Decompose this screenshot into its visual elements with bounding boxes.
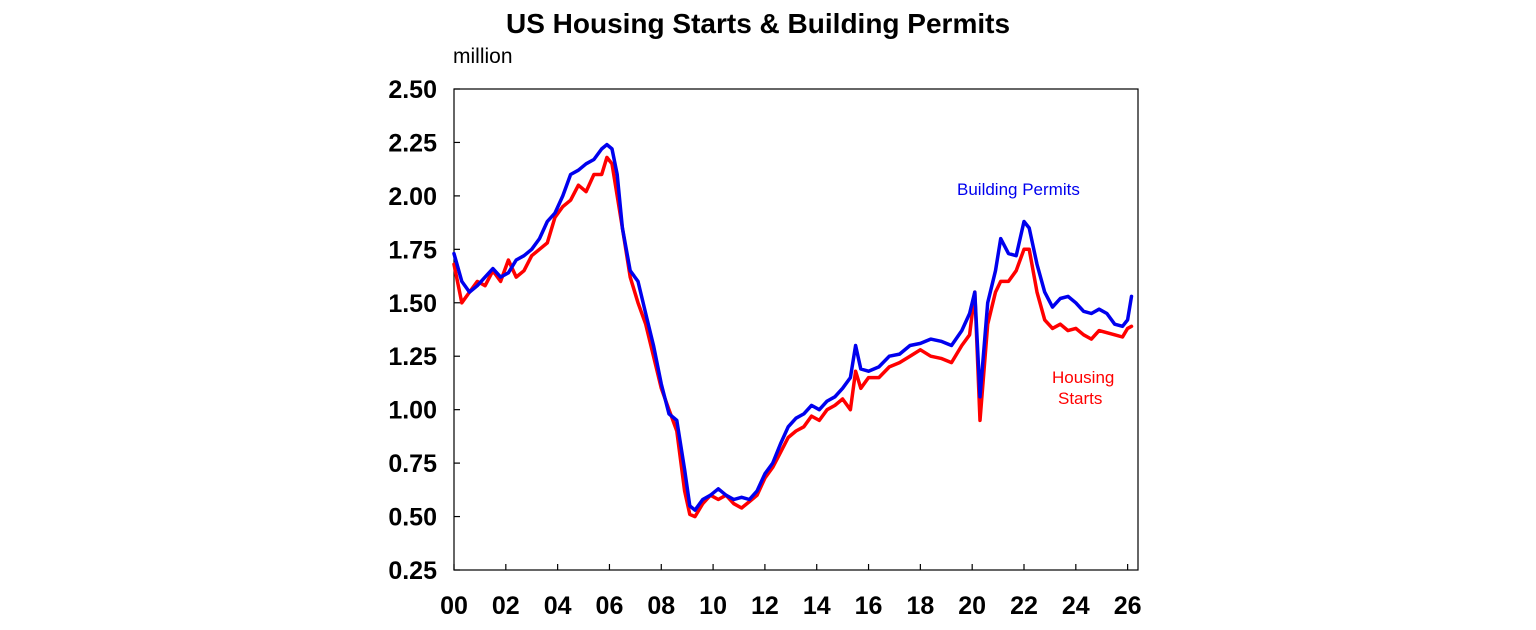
x-tick-label: 18: [906, 592, 934, 620]
y-axis-unit-label: million: [453, 45, 513, 68]
x-tick-label: 06: [596, 592, 624, 620]
annotation-building-permits: Building Permits: [957, 180, 1080, 199]
x-tick-label: 04: [544, 592, 572, 620]
x-tick-label: 22: [1010, 592, 1038, 620]
y-tick-label: 0.50: [388, 504, 437, 532]
y-tick-label: 0.75: [388, 450, 437, 478]
y-axis: 0.25 0.50 0.75 1.00 1.25 1.50 1.75 2.00 2.25 2.50: [388, 76, 460, 585]
chart-title: US Housing Starts & Building Permits: [506, 8, 1010, 39]
series-layer: [452, 142, 1134, 519]
y-tick-label: 2.50: [388, 76, 437, 104]
x-axis: 00 02 04 06 08 10 12 14 16 18 20 22 24 26: [440, 564, 1142, 620]
annotation-starts: Starts: [1058, 389, 1102, 408]
x-tick-label: 24: [1062, 592, 1090, 620]
x-tick-label: 02: [492, 592, 520, 620]
x-tick-label: 08: [647, 592, 675, 620]
x-tick-label: 14: [803, 592, 831, 620]
x-tick-label: 12: [751, 592, 779, 620]
y-tick-label: 1.25: [388, 343, 437, 371]
x-tick-label: 20: [958, 592, 986, 620]
y-tick-label: 1.75: [388, 236, 437, 264]
annotation-housing: Housing: [1052, 368, 1114, 387]
x-tick-label: 00: [440, 592, 468, 620]
y-tick-label: 2.25: [388, 129, 437, 157]
x-tick-label: 26: [1114, 592, 1142, 620]
y-tick-label: 0.25: [388, 557, 437, 585]
y-tick-label: 2.00: [388, 183, 437, 211]
y-tick-label: 1.50: [388, 290, 437, 318]
x-tick-label: 16: [855, 592, 883, 620]
y-tick-label: 1.00: [388, 397, 437, 425]
x-tick-label: 10: [699, 592, 727, 620]
series-line-building-permits: [452, 142, 1134, 512]
plot-area-frame: [453, 88, 1139, 571]
series-line-housing-starts: [452, 155, 1134, 519]
annotations: Building Permits Housing Starts: [957, 180, 1114, 408]
